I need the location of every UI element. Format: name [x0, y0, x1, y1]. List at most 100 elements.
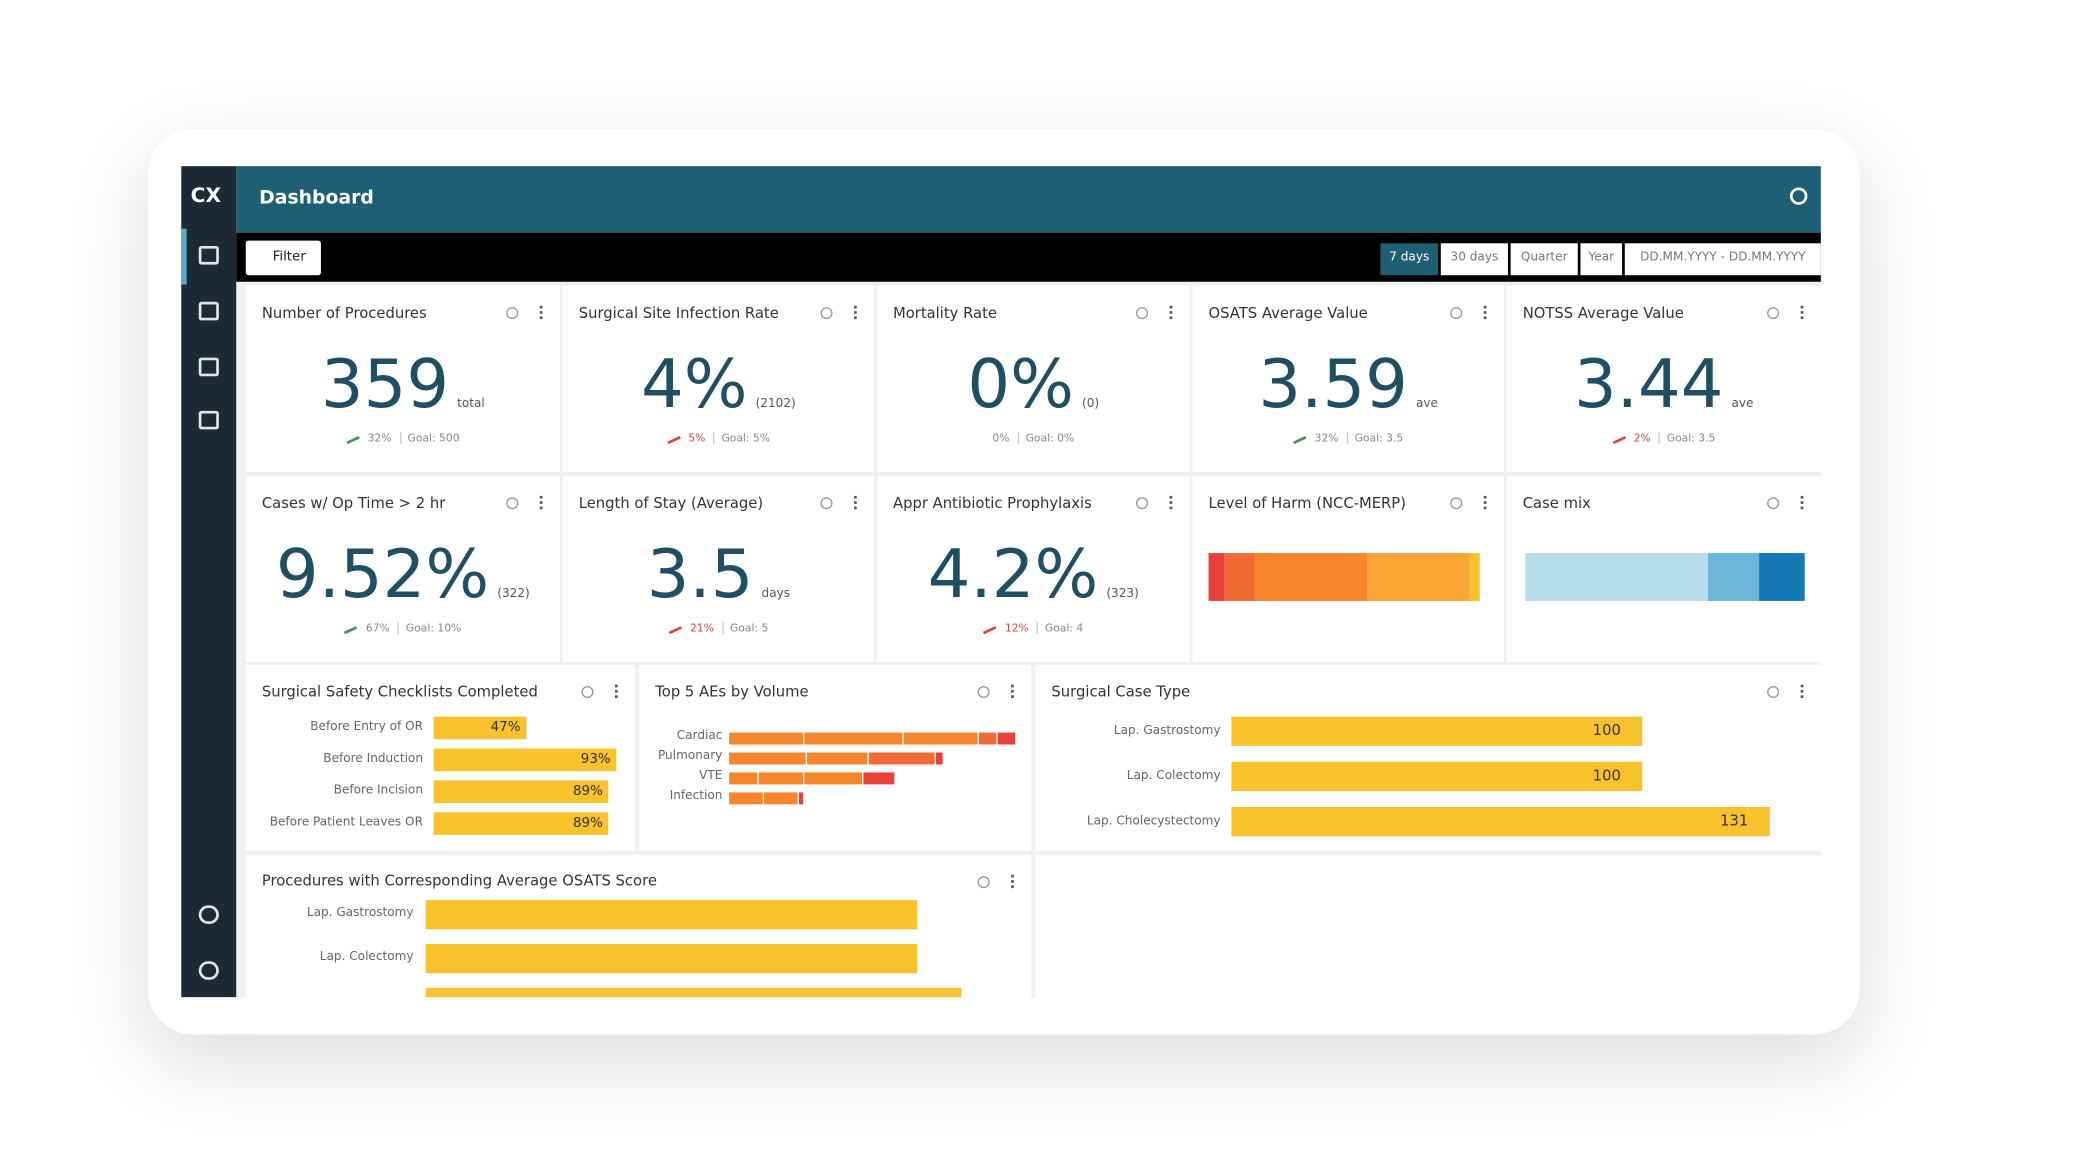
panel-title: Appr Antibiotic Prophylaxis [892, 494, 1092, 512]
search-icon[interactable] [1789, 187, 1808, 205]
kpi-goal: Goal: 5% [713, 432, 770, 445]
info-icon[interactable] [506, 497, 519, 510]
bar-value-label: 89% [572, 816, 603, 831]
panel-title: Mortality Rate [892, 304, 997, 322]
info-icon[interactable] [1136, 497, 1149, 510]
panel-title: Case mix [1522, 494, 1591, 512]
ae-segment [935, 752, 943, 765]
nav-icon[interactable] [198, 301, 219, 321]
menu-icon[interactable] [1011, 874, 1014, 889]
menu-icon[interactable] [1483, 495, 1487, 510]
trend-arrow [346, 436, 360, 445]
menu-icon[interactable] [1011, 684, 1014, 698]
info-icon[interactable] [1136, 307, 1149, 320]
bar-label: Before Entry of OR [310, 720, 423, 734]
info-icon[interactable] [820, 307, 833, 320]
kpi-change: 2% [1633, 432, 1651, 445]
kpi-value: 3.44 [1573, 345, 1724, 423]
menu-icon[interactable] [1800, 495, 1804, 510]
info-icon[interactable] [1767, 307, 1780, 320]
kpi-goal: Goal: 0% [1017, 432, 1074, 445]
kpi-change: 5% [688, 432, 706, 445]
sidebar [181, 166, 237, 998]
osats-bar [425, 943, 918, 974]
menu-icon[interactable] [854, 495, 857, 510]
bar-value-label: 89% [572, 784, 603, 800]
kpi-sub: 32% Goal: 500 [246, 432, 560, 445]
range-button[interactable]: 7 days [1380, 243, 1439, 276]
range-button[interactable]: 30 days [1440, 243, 1508, 276]
ae-segment [729, 752, 806, 765]
ae-segment [804, 772, 863, 785]
range-button[interactable]: Year [1580, 243, 1623, 276]
menu-icon[interactable] [1800, 305, 1804, 320]
bar-label: Before Incision [333, 784, 423, 798]
info-icon[interactable] [1450, 307, 1463, 320]
bar: 100 [1231, 716, 1643, 746]
nav-icon[interactable] [198, 905, 219, 925]
kpi-change: 32% [367, 432, 392, 445]
kpi-tile: NOTSS Average Value 3.44 ave 2% Goal: 3.5 [1506, 285, 1821, 472]
osats-panel: Procedures with Corresponding Average OS… [245, 854, 1032, 998]
kpi-unit: ave [1731, 397, 1754, 411]
panel-title: Top 5 AEs by Volume [655, 683, 809, 701]
casemix-segment [1708, 553, 1760, 601]
menu-icon[interactable] [1169, 495, 1173, 510]
info-icon[interactable] [820, 497, 833, 510]
panel-title: Surgical Safety Checklists Completed [261, 683, 538, 701]
info-icon[interactable] [506, 307, 519, 320]
panel-title: OSATS Average Value [1208, 304, 1368, 322]
bar-value-label: 93% [580, 752, 611, 768]
nav-icon[interactable] [198, 410, 219, 430]
nav-icon[interactable] [198, 357, 219, 377]
bar-label: Before Induction [323, 752, 423, 766]
kpi-tile: Cases w/ Op Time > 2 hr 9.52% (322) 67% Goal… [245, 475, 560, 663]
range-button[interactable]: Quarter [1510, 243, 1578, 276]
info-icon[interactable] [977, 686, 990, 698]
range-button[interactable]: DD.MM.YYYY - DD.MM.YYYY [1624, 243, 1821, 276]
info-icon[interactable] [977, 876, 990, 889]
kpi-unit: (322) [497, 587, 530, 601]
menu-icon[interactable] [854, 305, 857, 320]
trend-arrow [983, 626, 997, 635]
ae-segment [798, 792, 803, 805]
info-icon[interactable] [1767, 497, 1780, 510]
filter-button[interactable]: Filter [245, 240, 321, 276]
kpi-value: 4.2% [927, 535, 1099, 613]
info-icon[interactable] [1450, 497, 1463, 510]
kpi-goal: Goal: 3.5 [1658, 432, 1715, 445]
menu-icon[interactable] [539, 495, 543, 510]
kpi-value-row: 3.5 days [563, 536, 875, 613]
panel-title: Surgical Case Type [1051, 683, 1191, 701]
menu-icon[interactable] [615, 684, 618, 698]
ae-segment [729, 792, 763, 805]
info-icon[interactable] [1767, 686, 1780, 698]
logo: CX [190, 183, 221, 208]
nav-icon[interactable] [198, 245, 219, 265]
kpi-change: 21% [689, 622, 714, 635]
kpi-goal: Goal: 500 [399, 432, 460, 445]
kpi-value-row: 4.2% (323) [877, 536, 1190, 613]
kpi-tile: Appr Antibiotic Prophylaxis 4.2% (323) 12% G… [876, 475, 1190, 663]
kpi-value-row: 9.52% (322) [246, 536, 560, 613]
menu-icon[interactable] [539, 305, 543, 320]
trend-arrow [668, 626, 682, 635]
menu-icon[interactable] [1483, 305, 1487, 320]
bar-label: VTE [699, 769, 723, 784]
harm-segment [1366, 553, 1470, 601]
ae-segment [807, 752, 868, 765]
nav-icon[interactable] [198, 961, 219, 980]
kpi-unit: (2102) [755, 397, 796, 411]
harm-segment [1469, 553, 1480, 601]
menu-icon[interactable] [1800, 684, 1804, 698]
kpi-sub: 0% Goal: 0% [877, 432, 1190, 445]
casemix-tile: Case mix [1506, 475, 1821, 663]
menu-icon[interactable] [1169, 305, 1173, 320]
bar-label: Before Patient Leaves OR [269, 816, 423, 830]
info-icon[interactable] [581, 686, 594, 698]
bar: 89% [433, 780, 609, 804]
bar-label: Lap. Colectomy [319, 950, 414, 964]
kpi-goal: Goal: 5 [721, 622, 768, 635]
